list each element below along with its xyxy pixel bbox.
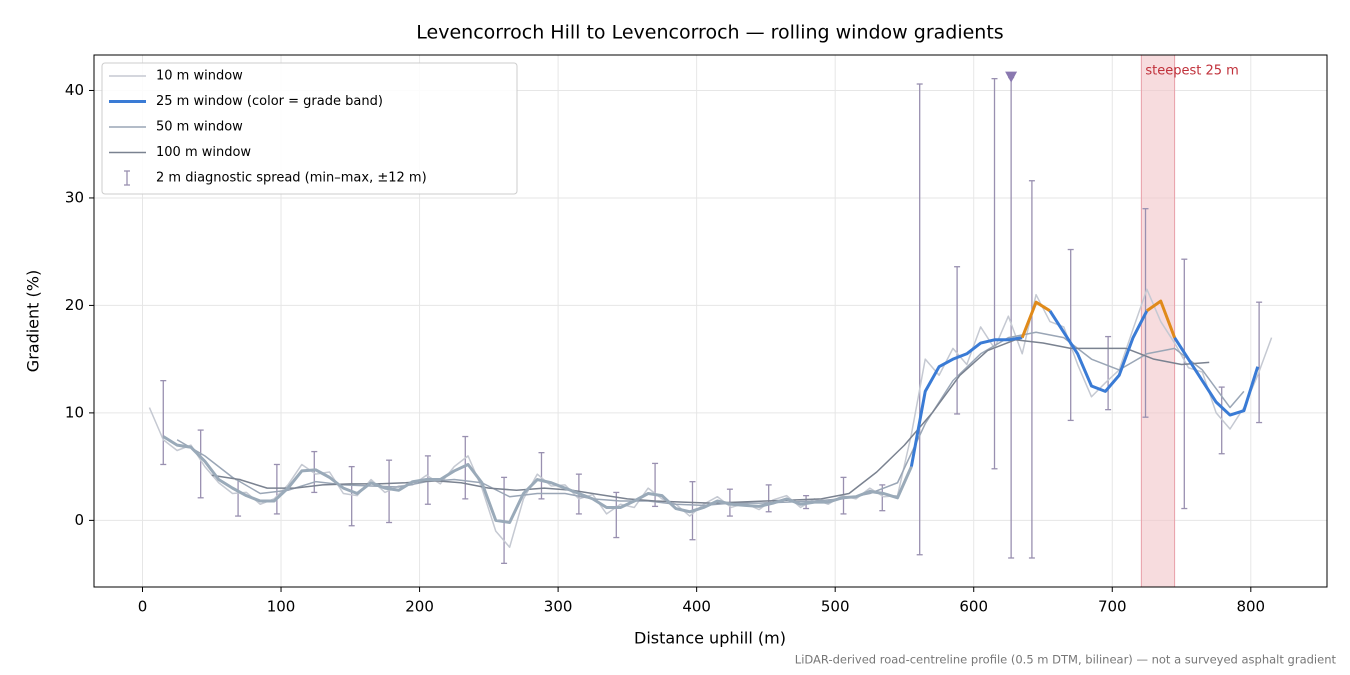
line-series [909, 336, 1023, 467]
x-tick-label: 400 [682, 598, 711, 616]
y-tick-label: 20 [65, 296, 84, 314]
footnote: LiDAR-derived road-centreline profile (0… [795, 653, 1337, 667]
highlight-label: steepest 25 m [1145, 64, 1238, 79]
line-series [1173, 336, 1260, 417]
y-tick-label: 30 [65, 188, 84, 206]
line-series [1146, 299, 1177, 339]
line-series [1048, 309, 1149, 393]
x-tick-label: 100 [267, 598, 296, 616]
legend-box [101, 62, 518, 195]
line-series [162, 435, 913, 525]
x-tick-label: 500 [821, 598, 850, 616]
legend-label: 10 m window [156, 69, 243, 84]
x-tick-label: 200 [405, 598, 434, 616]
line-series [1020, 300, 1051, 339]
x-tick-label: 300 [544, 598, 573, 616]
y-axis-label: Gradient (%) [24, 270, 43, 372]
peak-marker [1005, 71, 1018, 83]
x-tick-label: 700 [1098, 598, 1127, 616]
y-tick-label: 0 [74, 511, 84, 529]
y-tick-label: 10 [65, 403, 84, 421]
legend-label: 100 m window [156, 145, 251, 160]
legend-label: 50 m window [156, 120, 243, 135]
x-tick-label: 0 [138, 598, 148, 616]
legend-label: 2 m diagnostic spread (min–max, ±12 m) [156, 171, 427, 186]
x-tick-label: 800 [1236, 598, 1265, 616]
plot-frame [93, 54, 1328, 588]
x-tick-label: 600 [959, 598, 988, 616]
x-axis-label: Distance uphill (m) [634, 629, 786, 648]
y-tick-label: 40 [65, 81, 84, 99]
legend-label: 25 m window (color = grade band) [156, 94, 383, 109]
chart-title: Levencorroch Hill to Levencorroch — roll… [416, 22, 1003, 44]
